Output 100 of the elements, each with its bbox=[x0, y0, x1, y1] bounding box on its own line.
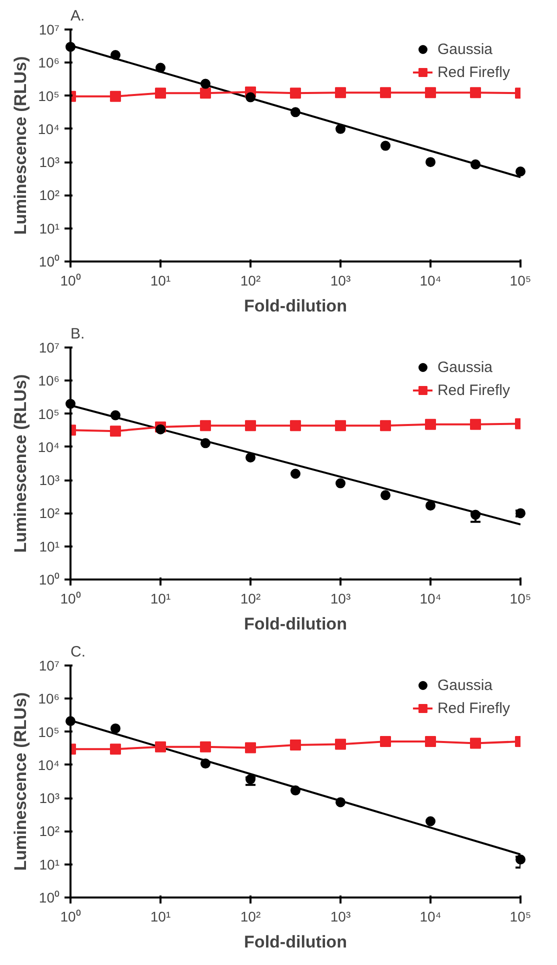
point bbox=[245, 420, 256, 432]
y-tick-label: 10⁷ bbox=[38, 658, 60, 674]
point bbox=[110, 90, 121, 102]
y-axis-title: Luminescence (RLUs) bbox=[10, 692, 30, 871]
x-tick-label: 10² bbox=[240, 272, 261, 288]
point bbox=[335, 87, 346, 98]
point bbox=[290, 107, 300, 118]
point bbox=[425, 87, 436, 98]
y-tick-label: 10⁴ bbox=[38, 756, 60, 773]
point bbox=[380, 736, 391, 747]
point bbox=[245, 742, 256, 754]
legend-label: Red Firefly bbox=[437, 64, 510, 80]
x-tick-label: 10⁴ bbox=[420, 908, 442, 924]
point bbox=[290, 420, 301, 432]
chart-title: B. bbox=[70, 326, 85, 342]
point bbox=[470, 418, 481, 430]
point bbox=[200, 420, 211, 432]
y-tick-label: 10⁴ bbox=[38, 438, 60, 455]
x-axis-title: Fold-dilution bbox=[244, 932, 347, 952]
x-tick-label: 10³ bbox=[330, 272, 351, 288]
y-tick-label: 10⁰ bbox=[38, 572, 60, 588]
point bbox=[155, 741, 166, 752]
point bbox=[66, 42, 76, 52]
point bbox=[425, 736, 436, 747]
legend-label: Gaussia bbox=[437, 40, 492, 58]
point bbox=[426, 157, 436, 168]
point bbox=[336, 124, 346, 134]
point bbox=[380, 490, 390, 500]
point bbox=[470, 159, 480, 170]
y-axis-title: Luminescence (RLUs) bbox=[10, 56, 30, 235]
point bbox=[335, 738, 346, 750]
point bbox=[290, 785, 300, 796]
point bbox=[290, 88, 301, 99]
x-tick-label: 10⁵ bbox=[510, 590, 532, 606]
point bbox=[470, 87, 481, 98]
y-tick-label: 10³ bbox=[39, 790, 60, 806]
x-tick-label: 10⁴ bbox=[420, 590, 442, 606]
legend-label: Gaussia bbox=[437, 676, 492, 694]
point bbox=[246, 452, 256, 462]
x-tick-label: 10⁰ bbox=[60, 908, 81, 924]
x-axis-title: Fold-dilution bbox=[244, 614, 347, 634]
point bbox=[155, 88, 166, 99]
point bbox=[426, 500, 436, 511]
y-tick-label: 10⁵ bbox=[38, 88, 60, 104]
y-tick-label: 10⁴ bbox=[38, 120, 60, 137]
y-tick-label: 10⁷ bbox=[38, 22, 60, 38]
x-tick-label: 10⁴ bbox=[420, 272, 442, 288]
point bbox=[335, 420, 346, 432]
x-tick-label: 10¹ bbox=[150, 272, 171, 288]
y-tick-label: 10⁶ bbox=[38, 690, 60, 707]
x-tick-label: 10³ bbox=[330, 590, 351, 606]
point bbox=[200, 438, 210, 448]
y-tick-label: 10⁰ bbox=[38, 254, 60, 270]
point bbox=[336, 797, 346, 808]
point bbox=[516, 166, 526, 176]
legend-label: Red Firefly bbox=[437, 382, 510, 398]
point bbox=[246, 92, 256, 102]
point bbox=[200, 741, 211, 752]
point bbox=[200, 758, 210, 769]
legend-label: Red Firefly bbox=[437, 700, 510, 716]
y-tick-label: 10⁰ bbox=[38, 890, 60, 906]
y-tick-label: 10¹ bbox=[39, 538, 60, 554]
x-tick-label: 10¹ bbox=[150, 590, 171, 606]
chart-title: A. bbox=[70, 8, 85, 24]
point bbox=[110, 426, 121, 437]
y-tick-label: 10² bbox=[39, 505, 60, 522]
y-tick-label: 10² bbox=[39, 823, 60, 840]
point bbox=[470, 510, 480, 520]
point bbox=[110, 723, 120, 734]
x-tick-label: 10³ bbox=[330, 908, 351, 924]
y-tick-label: 10¹ bbox=[39, 856, 60, 872]
y-tick-label: 10² bbox=[39, 187, 60, 204]
legend-label: Gaussia bbox=[437, 358, 492, 376]
y-tick-label: 10⁵ bbox=[38, 724, 60, 740]
point bbox=[380, 87, 391, 98]
point bbox=[110, 50, 120, 60]
point bbox=[516, 508, 526, 518]
point bbox=[66, 716, 76, 726]
point bbox=[290, 739, 301, 750]
point bbox=[110, 410, 120, 420]
point bbox=[200, 78, 210, 89]
y-tick-label: 10⁷ bbox=[38, 340, 60, 356]
y-tick-label: 10¹ bbox=[39, 220, 60, 236]
point bbox=[336, 478, 346, 488]
point bbox=[380, 140, 390, 151]
y-tick-label: 10³ bbox=[39, 154, 60, 170]
y-tick-label: 10⁶ bbox=[38, 372, 60, 389]
point bbox=[156, 62, 166, 73]
y-tick-label: 10⁶ bbox=[38, 54, 60, 71]
y-axis-title: Luminescence (RLUs) bbox=[10, 374, 30, 553]
point bbox=[425, 418, 436, 430]
point bbox=[66, 398, 76, 409]
y-tick-label: 10³ bbox=[39, 472, 60, 488]
point bbox=[290, 468, 300, 479]
x-tick-label: 10² bbox=[240, 908, 261, 924]
x-axis-title: Fold-dilution bbox=[244, 296, 347, 316]
x-tick-label: 10¹ bbox=[150, 908, 171, 924]
x-tick-label: 10⁰ bbox=[60, 272, 81, 288]
point bbox=[200, 88, 211, 99]
point bbox=[156, 424, 166, 434]
